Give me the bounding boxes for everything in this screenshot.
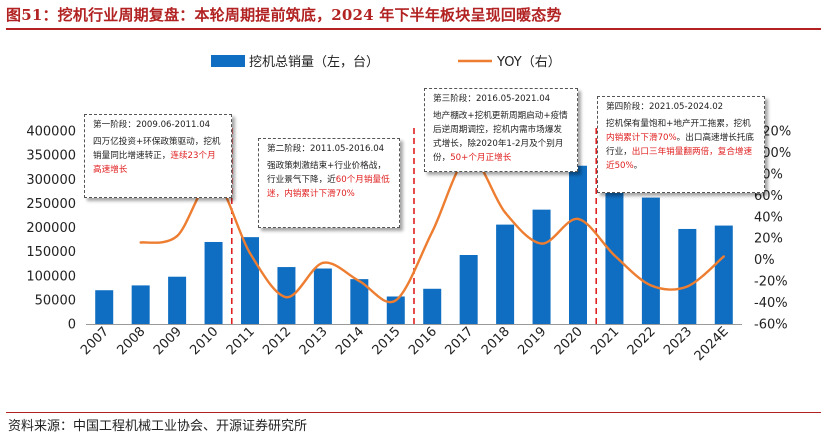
figure-title: 图51：挖机行业周期复盘：本轮周期提前筑底，2024 年下半年板块呈现回暖态势 (6, 6, 562, 24)
phase-body-text: 。 (633, 161, 643, 171)
x-tick-label-2021: 2021 (588, 324, 622, 358)
phase-body-text: 四万亿投资+环保政策驱动，挖机销量同比增速转正， (93, 137, 221, 161)
yoy-point-2019 (540, 242, 543, 245)
phase-2-annotation: 第二阶段：2011.05-2016.04 强政策刺激结束+行业价格战，行业景气下降… (258, 138, 400, 228)
sales-bar-2023 (678, 228, 697, 324)
left-axis-tick-label: 150000 (26, 245, 76, 260)
x-tick-label-2011: 2011 (224, 324, 258, 358)
x-tick-label-2010: 2010 (187, 324, 221, 358)
source-note: 资料来源：中国工程机械工业协会、开源证券研究所 (8, 419, 308, 434)
sales-bar-2008 (131, 285, 150, 324)
phase-body-text: 强政策刺激结束+行业价格战，行业景气下降，近 (267, 161, 386, 185)
phase-1-annotation: 第一阶段：2009.06-2011.04 四万亿投资+环保政策驱动，挖机销量同比增… (84, 114, 232, 198)
yoy-point-2021 (613, 254, 616, 257)
phase-heading: 第三阶段：2016.05-2021.04 (433, 94, 551, 104)
yoy-point-2013 (321, 261, 325, 265)
phase-highlight-text: 连续23个月高速增长 (93, 151, 216, 175)
x-tick-label-2014: 2014 (333, 324, 367, 358)
x-tick-label-2024E: 2024E (692, 324, 732, 364)
phase-highlight-text: 60个月销量低迷，内销累计下滑70% (267, 175, 390, 199)
left-axis-tick-label: 200000 (26, 221, 76, 236)
yoy-point-2023 (686, 285, 689, 288)
x-tick-label-2012: 2012 (260, 324, 294, 358)
right-axis-tick-label: -60% (754, 318, 788, 333)
right-axis-tick-label: 40% (754, 210, 783, 225)
phase-highlight-text: 出口三年销量翻两倍，复合增速近50% (606, 147, 753, 171)
source-rule (6, 412, 821, 413)
phase-body-text: 挖机保有量饱和+地产开工拖累，挖机 (606, 119, 751, 129)
yoy-point-2011 (248, 252, 252, 255)
yoy-point-2012 (285, 295, 288, 299)
sales-bar-2018 (496, 224, 515, 324)
x-tick-label-2007: 2007 (78, 324, 112, 358)
sales-bar-2020 (569, 165, 587, 324)
left-axis-tick-label: 400000 (26, 125, 76, 140)
sales-bar-2010 (204, 241, 223, 324)
yoy-point-2024E (722, 255, 725, 258)
yoy-point-2018 (503, 211, 507, 214)
sales-bar-2013 (313, 268, 332, 324)
phase-4-annotation: 第四阶段：2021.05-2024.02 挖机保有量饱和+地产开工拖累，挖机内销累… (597, 96, 765, 193)
phase-highlight-text: 内销累计下滑70% (606, 133, 677, 143)
yoy-point-2015 (394, 299, 397, 302)
yoy-point-2016 (431, 230, 434, 233)
x-tick-label-2009: 2009 (151, 324, 185, 358)
sales-bar-2011 (241, 237, 259, 324)
left-axis-tick-label: 0 (68, 318, 76, 333)
right-axis-tick-label: 0% (754, 253, 775, 268)
x-tick-label-2016: 2016 (406, 324, 440, 358)
sales-bar-2016 (423, 288, 442, 324)
phase-body-text: 。出口高速增长托底行业， (606, 133, 755, 157)
right-axis-tick-label: -20% (754, 275, 788, 290)
phase-highlight-text: 50+个月正增长 (450, 153, 512, 163)
left-axis-tick-label: 50000 (35, 293, 76, 308)
sales-bar-2009 (168, 276, 187, 324)
sales-bar-2014 (350, 279, 369, 324)
x-tick-label-2019: 2019 (515, 324, 549, 358)
left-axis-tick-label: 100000 (26, 269, 76, 284)
phase-3-annotation: 第三阶段：2016.05-2021.04 地产棚改+挖机更新周期启动+疫情后逆周期… (424, 88, 578, 172)
phase-heading: 第一阶段：2009.06-2011.04 (93, 120, 211, 130)
right-axis-tick-label: 20% (754, 232, 783, 247)
phase-heading: 第二阶段：2011.05-2016.04 (267, 144, 385, 154)
x-tick-label-2008: 2008 (114, 324, 148, 358)
sales-bar-2017 (459, 255, 478, 324)
sales-bar-2021 (605, 158, 624, 324)
x-tick-label-2013: 2013 (297, 324, 331, 358)
title-rule (6, 28, 821, 30)
yoy-point-2020 (576, 217, 580, 221)
phase-heading: 第四阶段：2021.05-2024.02 (606, 102, 724, 112)
sales-bar-2015 (386, 296, 405, 324)
yoy-point-2008 (139, 241, 142, 244)
x-tick-label-2023: 2023 (661, 324, 695, 358)
sales-bar-2024E (714, 225, 733, 324)
left-axis-tick-label: 250000 (26, 197, 76, 212)
legend-bar-label: 挖机总销量（左，台） (249, 55, 379, 70)
x-tick-label-2018: 2018 (479, 324, 513, 358)
left-axis-tick-label: 300000 (26, 173, 76, 188)
yoy-point-2009 (175, 234, 179, 238)
sales-bar-2007 (95, 290, 114, 324)
left-axis-tick-label: 350000 (26, 149, 76, 164)
x-tick-label-2020: 2020 (552, 324, 586, 358)
phase-body-text: 地产棚改+挖机更新周期启动+疫情后逆周期调控，挖机内需市场爆发式增长，除2020… (433, 111, 568, 163)
x-tick-label-2022: 2022 (625, 324, 659, 358)
yoy-point-2022 (649, 284, 653, 287)
sales-bar-2022 (641, 197, 660, 324)
sales-bar-2019 (532, 209, 551, 324)
legend-line-label: YOY（右） (496, 55, 561, 70)
x-tick-label-2017: 2017 (442, 324, 476, 358)
legend-bar-swatch (211, 55, 245, 67)
sales-bar-2012 (277, 267, 296, 324)
yoy-point-2014 (358, 279, 361, 283)
x-tick-label-2015: 2015 (370, 324, 404, 358)
right-axis-tick-label: -40% (754, 296, 788, 311)
